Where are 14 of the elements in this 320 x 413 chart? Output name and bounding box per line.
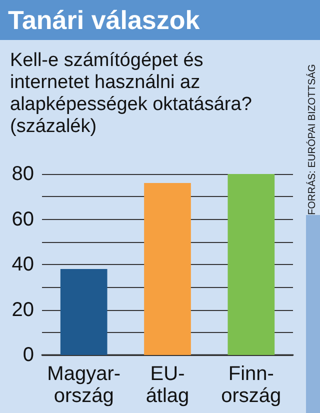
bar xyxy=(60,269,108,355)
chart-subtitle: Kell-e számítógépet és internetet használni az alapképességek oktatására? (százalék) xyxy=(9,49,253,138)
x-tick-label: Finn-ország xyxy=(221,363,282,407)
y-tick-label: 40 xyxy=(12,254,34,276)
bar xyxy=(228,174,275,355)
text: FORRÁS: EURÓPAI BIZOTTSÁG xyxy=(306,40,320,215)
x-tick-label: Magyar-ország xyxy=(47,363,121,407)
chart-title: Tanári válaszok xyxy=(0,0,320,40)
y-tick-label: 80 xyxy=(12,163,34,185)
y-tick-label: 60 xyxy=(12,208,34,230)
y-tick-label: 20 xyxy=(12,298,34,321)
y-tick-label: 0 xyxy=(22,344,34,366)
bar xyxy=(144,183,191,355)
x-tick-label: EU-átlag xyxy=(146,363,190,407)
